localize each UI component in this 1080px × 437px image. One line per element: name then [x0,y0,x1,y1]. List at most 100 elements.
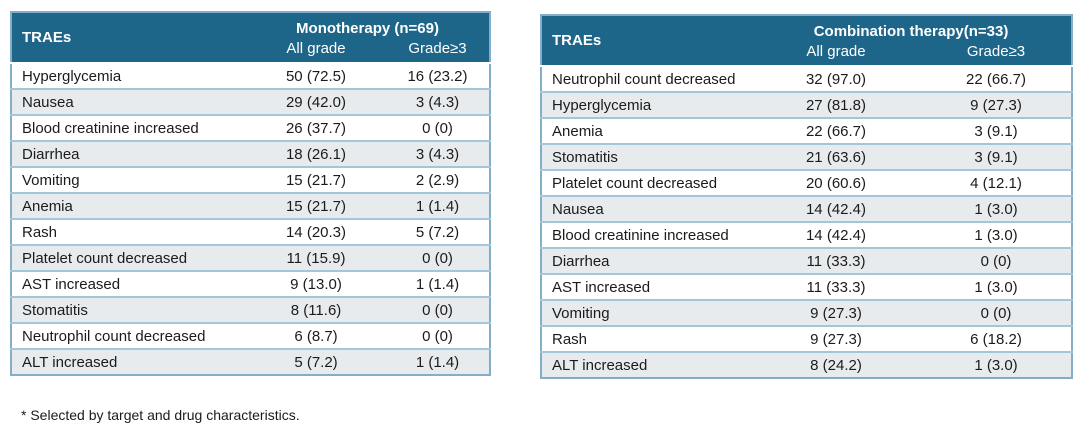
all-grade-value-cell: 20 (60.6) [751,169,921,196]
trae-name-cell: Neutrophil count decreased [541,65,751,92]
grade3-value-cell: 1 (3.0) [921,221,1073,248]
table-row: AST increased 9 (13.0) 1 (1.4) [11,270,490,297]
table-row: Stomatitis 21 (63.6) 3 (9.1) [541,143,1073,170]
table-row: ALT increased 8 (24.2) 1 (3.0) [541,351,1073,378]
grade3-value-cell: 1 (3.0) [921,273,1073,300]
table-row: Vomiting 9 (27.3) 0 (0) [541,299,1073,326]
grade3-value-cell: 4 (12.1) [921,169,1073,196]
combination-table-body: Neutrophil count decreased 32 (97.0) 22 (6… [541,65,1073,378]
trae-name-cell: Diarrhea [11,140,246,167]
table-row: Stomatitis 8 (11.6) 0 (0) [11,296,490,323]
trae-name-cell: Platelet count decreased [11,244,246,271]
all-grade-value-cell: 14 (42.4) [751,221,921,248]
table-row: Vomiting 15 (21.7) 2 (2.9) [11,166,490,193]
all-grade-value-cell: 11 (33.3) [751,273,921,300]
all-grade-value-cell: 9 (13.0) [246,270,386,297]
trae-name-cell: AST increased [11,270,246,297]
trae-name-cell: Diarrhea [541,247,751,274]
grade3-value-cell: 1 (3.0) [921,351,1073,378]
trae-name-cell: Hyperglycemia [541,91,751,118]
table-row: Neutrophil count decreased 6 (8.7) 0 (0) [11,322,490,349]
table-row: Diarrhea 18 (26.1) 3 (4.3) [11,140,490,167]
grade3-value-cell: 3 (9.1) [921,143,1073,170]
all-grade-value-cell: 11 (15.9) [246,244,386,271]
all-grade-value-cell: 21 (63.6) [751,143,921,170]
combination-traes-table: TRAEs Combination therapy(n=33) All grad… [540,14,1074,379]
monotherapy-table-header: TRAEs Monotherapy (n=69) All grade Grade… [11,12,490,63]
grade3-value-cell: 0 (0) [921,247,1073,274]
grade3-value-cell: 22 (66.7) [921,65,1073,92]
footnote: * Selected by target and drug characteri… [21,407,300,423]
table-row: Hyperglycemia 50 (72.5) 16 (23.2) [11,62,490,89]
all-grade-value-cell: 11 (33.3) [751,247,921,274]
table-row: Blood creatinine increased 14 (42.4) 1 (3.… [541,221,1073,248]
grade3-value-cell: 0 (0) [386,322,490,349]
grade3-value-cell: 1 (1.4) [386,348,490,375]
trae-name-cell: Blood creatinine increased [11,114,246,141]
grade3-value-cell: 3 (4.3) [386,88,490,115]
grade3-value-cell: 0 (0) [921,299,1073,326]
all-grade-value-cell: 9 (27.3) [751,325,921,352]
trae-name-cell: Stomatitis [11,296,246,323]
trae-name-cell: Hyperglycemia [11,62,246,89]
trae-name-cell: Nausea [11,88,246,115]
table-row: Rash 14 (20.3) 5 (7.2) [11,218,490,245]
all-grade-value-cell: 9 (27.3) [751,299,921,326]
trae-name-cell: Anemia [541,117,751,144]
trae-name-cell: Vomiting [541,299,751,326]
grade3-value-cell: 3 (9.1) [921,117,1073,144]
all-grade-value-cell: 8 (11.6) [246,296,386,323]
table-row: Blood creatinine increased 26 (37.7) 0 (0) [11,114,490,141]
grade3-value-cell: 1 (1.4) [386,192,490,219]
all-grade-value-cell: 14 (20.3) [246,218,386,245]
grade3-value-cell: 6 (18.2) [921,325,1073,352]
all-grade-value-cell: 26 (37.7) [246,114,386,141]
trae-name-cell: Anemia [11,192,246,219]
table-row: AST increased 11 (33.3) 1 (3.0) [541,273,1073,300]
table-row: Rash 9 (27.3) 6 (18.2) [541,325,1073,352]
combination-group-header: Combination therapy(n=33) [751,15,1073,41]
table-row: Nausea 14 (42.4) 1 (3.0) [541,195,1073,222]
monotherapy-group-header: Monotherapy (n=69) [246,12,490,38]
table-row: Hyperglycemia 27 (81.8) 9 (27.3) [541,91,1073,118]
grade3-column-header: Grade≥3 [386,38,490,63]
all-grade-value-cell: 6 (8.7) [246,322,386,349]
all-grade-value-cell: 15 (21.7) [246,166,386,193]
table-row: Diarrhea 11 (33.3) 0 (0) [541,247,1073,274]
trae-name-cell: Blood creatinine increased [541,221,751,248]
all-grade-value-cell: 15 (21.7) [246,192,386,219]
all-grade-value-cell: 5 (7.2) [246,348,386,375]
trae-name-cell: Vomiting [11,166,246,193]
traes-corner-header: TRAEs [541,15,751,66]
trae-name-cell: Platelet count decreased [541,169,751,196]
trae-name-cell: AST increased [541,273,751,300]
grade3-value-cell: 0 (0) [386,244,490,271]
all-grade-value-cell: 18 (26.1) [246,140,386,167]
table-row: Nausea 29 (42.0) 3 (4.3) [11,88,490,115]
grade3-value-cell: 1 (1.4) [386,270,490,297]
grade3-value-cell: 0 (0) [386,114,490,141]
table-row: Platelet count decreased 11 (15.9) 0 (0) [11,244,490,271]
grade3-value-cell: 2 (2.9) [386,166,490,193]
all-grade-value-cell: 14 (42.4) [751,195,921,222]
all-grade-value-cell: 8 (24.2) [751,351,921,378]
all-grade-value-cell: 22 (66.7) [751,117,921,144]
all-grade-column-header: All grade [751,41,921,66]
trae-name-cell: Rash [11,218,246,245]
monotherapy-traes-table: TRAEs Monotherapy (n=69) All grade Grade… [10,11,491,376]
trae-name-cell: Neutrophil count decreased [11,322,246,349]
table-row: Anemia 15 (21.7) 1 (1.4) [11,192,490,219]
grade3-column-header: Grade≥3 [921,41,1073,66]
combination-table-header: TRAEs Combination therapy(n=33) All grad… [541,15,1073,66]
trae-name-cell: Stomatitis [541,143,751,170]
table-row: Neutrophil count decreased 32 (97.0) 22 (6… [541,65,1073,92]
table-row: ALT increased 5 (7.2) 1 (1.4) [11,348,490,375]
monotherapy-table-body: Hyperglycemia 50 (72.5) 16 (23.2) Nausea 29 … [11,62,490,375]
grade3-value-cell: 3 (4.3) [386,140,490,167]
traes-corner-header: TRAEs [11,12,246,63]
all-grade-value-cell: 32 (97.0) [751,65,921,92]
table-row: Anemia 22 (66.7) 3 (9.1) [541,117,1073,144]
all-grade-value-cell: 27 (81.8) [751,91,921,118]
all-grade-column-header: All grade [246,38,386,63]
